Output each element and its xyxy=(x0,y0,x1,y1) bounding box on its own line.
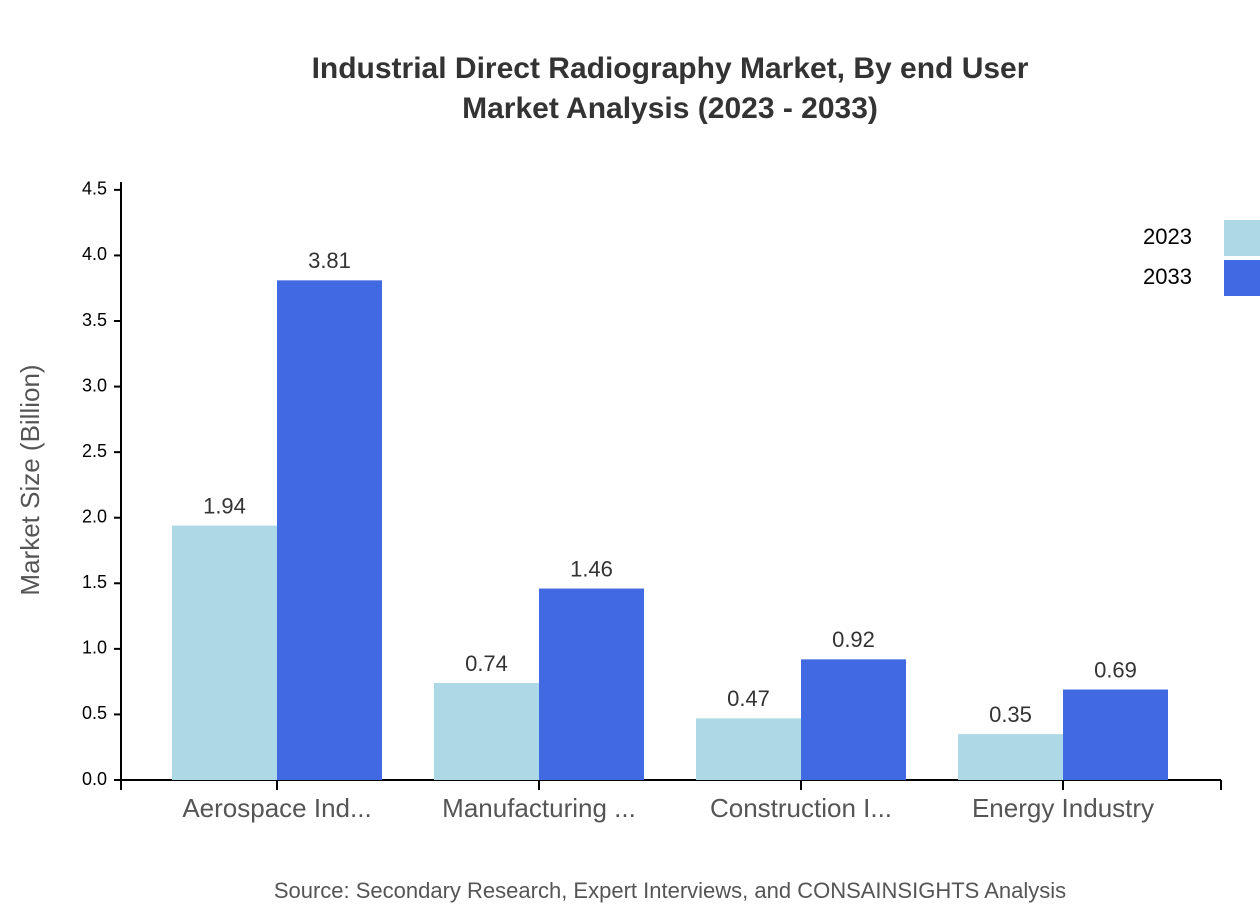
y-tick-label: 2.0 xyxy=(82,506,107,526)
y-axis-title: Market Size (Billion) xyxy=(15,364,45,595)
value-label: 0.47 xyxy=(727,686,770,711)
value-label: 1.94 xyxy=(203,493,246,518)
value-label: 1.46 xyxy=(570,556,613,581)
bar xyxy=(172,525,277,780)
legend-swatch xyxy=(1224,220,1260,256)
bar xyxy=(434,682,539,780)
value-label: 0.92 xyxy=(832,627,875,652)
x-tick-label: Energy Industry xyxy=(972,793,1154,823)
y-tick-label: 1.5 xyxy=(82,572,107,592)
y-tick-label: 3.5 xyxy=(82,310,107,330)
bar xyxy=(958,734,1063,780)
x-tick-label: Manufacturing ... xyxy=(442,793,636,823)
legend-swatch xyxy=(1224,260,1260,296)
value-label: 0.35 xyxy=(989,702,1032,727)
chart-subtitle: Market Analysis (2023 - 2033) xyxy=(462,92,878,125)
y-tick-label: 0.0 xyxy=(82,769,107,789)
value-label: 0.69 xyxy=(1094,657,1137,682)
y-tick-label: 4.5 xyxy=(82,179,107,199)
x-tick-label: Construction I... xyxy=(710,793,892,823)
y-tick-label: 1.0 xyxy=(82,638,107,658)
bar xyxy=(1063,689,1168,780)
legend-label: 2023 xyxy=(1143,224,1192,249)
bar xyxy=(539,588,644,780)
y-tick-label: 4.0 xyxy=(82,244,107,264)
chart-title: Industrial Direct Radiography Market, By… xyxy=(312,52,1029,85)
y-tick-label: 0.5 xyxy=(82,703,107,723)
value-label: 3.81 xyxy=(308,248,351,273)
bar xyxy=(277,280,382,780)
bar xyxy=(696,718,801,780)
y-tick-label: 3.0 xyxy=(82,375,107,395)
legend-label: 2033 xyxy=(1143,264,1192,289)
source-note: Source: Secondary Research, Expert Inter… xyxy=(274,878,1066,903)
value-label: 0.74 xyxy=(465,651,508,676)
y-tick-label: 2.5 xyxy=(82,441,107,461)
bar xyxy=(801,659,906,780)
x-tick-label: Aerospace Ind... xyxy=(182,793,371,823)
